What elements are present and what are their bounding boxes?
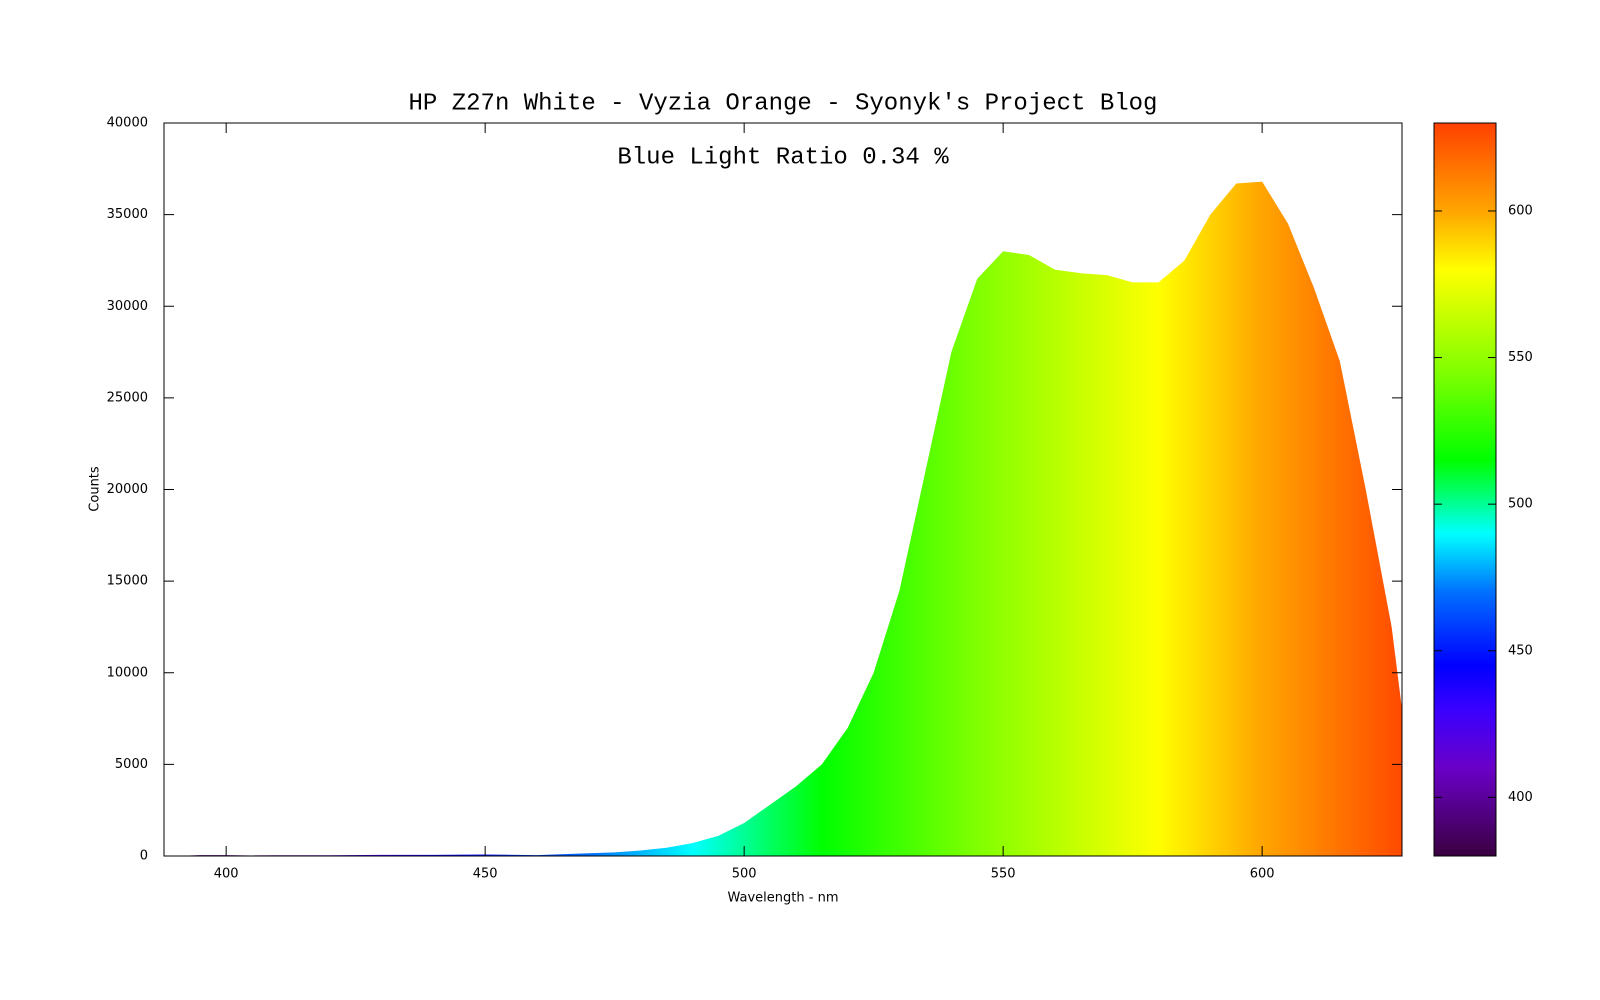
- y-tick-label: 5000: [115, 757, 148, 772]
- y-tick-label: 15000: [107, 574, 148, 589]
- colorbar-tick-label: 450: [1508, 643, 1533, 658]
- colorbar-tick-label: 500: [1508, 497, 1533, 512]
- spectrum-area: [174, 181, 1402, 856]
- colorbar-tick-label: 400: [1508, 790, 1533, 805]
- colorbar: [1433, 122, 1497, 857]
- colorbar-tick-label: 550: [1508, 350, 1533, 365]
- y-tick-label: 40000: [107, 116, 148, 131]
- x-tick-label: 400: [214, 867, 239, 882]
- y-tick-label: 30000: [107, 299, 148, 314]
- x-tick-label: 600: [1250, 867, 1275, 882]
- x-tick-label: 550: [991, 867, 1016, 882]
- y-tick-label: 10000: [107, 665, 148, 680]
- y-tick-label: 35000: [107, 207, 148, 222]
- y-tick-label: 25000: [107, 390, 148, 405]
- y-axis-label: Counts: [88, 466, 103, 512]
- x-tick-label: 500: [732, 867, 757, 882]
- y-tick-label: 0: [140, 849, 148, 864]
- x-axis-label: Wavelength - nm: [728, 891, 839, 906]
- y-tick-label: 20000: [107, 482, 148, 497]
- colorbar-tick-label: 600: [1508, 203, 1533, 218]
- chart-title: HP Z27n White - Vyzia Orange - Syonyk's …: [409, 90, 1158, 117]
- x-tick-label: 450: [473, 867, 498, 882]
- annotation: Blue Light Ratio 0.34 %: [617, 144, 949, 171]
